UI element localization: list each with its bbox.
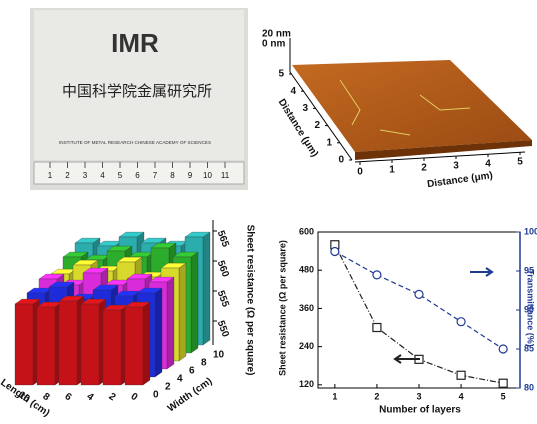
y-tick-label: 0 xyxy=(153,390,159,401)
bar xyxy=(59,301,77,385)
marker xyxy=(457,318,465,326)
y-tick-label: 6 xyxy=(189,366,195,377)
bar xyxy=(81,304,99,385)
afm-z-bottom: 0 nm xyxy=(262,39,285,50)
x-tick-label: 5 xyxy=(501,391,506,401)
y-tick-label: 600 xyxy=(299,226,314,236)
marker xyxy=(499,379,507,387)
series-line xyxy=(335,252,503,350)
y-tick-label: 8 xyxy=(201,358,207,369)
z-tick-label: 555 xyxy=(215,289,231,309)
marker xyxy=(457,371,465,379)
x-tick-label: 1 xyxy=(332,391,337,401)
y-tick-label: 10 xyxy=(213,350,225,361)
bar-side xyxy=(143,302,150,385)
x-tick-label: 4 xyxy=(459,391,464,401)
afm-x-tick-label: 4 xyxy=(485,159,491,170)
bar3d-y-label: Width (cm) xyxy=(166,376,215,415)
afm-x-tick-label: 1 xyxy=(389,165,395,176)
ruler-label: 4 xyxy=(100,171,105,180)
afm-x-tick-label: 2 xyxy=(421,163,427,174)
y-tick-label: 240 xyxy=(299,341,314,351)
bar xyxy=(37,307,55,385)
y2-axis-title: Transmittance (%) xyxy=(526,269,536,347)
afm-x-label: Distance (μm) xyxy=(427,170,494,190)
z-tick-label: 550 xyxy=(215,319,231,339)
afm-y-label: Distance (μm) xyxy=(276,97,320,159)
ruler-label: 9 xyxy=(188,171,193,180)
bar xyxy=(15,304,33,385)
marker xyxy=(373,324,381,332)
afm-y-tick-label: 1 xyxy=(326,137,332,148)
afm-x-tick-label: 5 xyxy=(517,157,523,168)
ruler-label: 3 xyxy=(83,171,88,180)
y-tick-label: 480 xyxy=(299,265,314,275)
x-tick-label: 3 xyxy=(416,391,421,401)
ruler-label: 10 xyxy=(203,171,212,180)
bar-side xyxy=(203,232,210,345)
marker xyxy=(331,248,339,256)
institute-name-en: INSTITUTE OF METAL RESEARCH CHINESE ACAD… xyxy=(59,140,211,145)
afm-x-tick-label: 3 xyxy=(453,161,459,172)
y-tick-label: 4 xyxy=(177,374,183,385)
x-tick-label: 8 xyxy=(40,391,51,403)
ruler-label: 1 xyxy=(48,171,53,180)
marker xyxy=(415,290,423,298)
bar xyxy=(103,310,121,385)
x-axis-title: Number of layers xyxy=(379,405,461,416)
bar-side xyxy=(167,277,174,369)
bar-side xyxy=(179,263,186,361)
bar-side xyxy=(155,288,162,377)
x-tick-label: 0 xyxy=(128,391,139,403)
x-tick-label: 2 xyxy=(106,391,117,403)
afm-y-tick-label: 3 xyxy=(302,103,308,114)
figure: IMR 中国科学院金属研究所 INSTITUTE OF METAL RESEAR… xyxy=(0,0,537,419)
ruler-label: 8 xyxy=(170,171,175,180)
y2-tick-label: 100 xyxy=(524,226,537,236)
y-axis-title: Sheet resistance (Ω per square) xyxy=(277,240,287,376)
z-tick-label: 565 xyxy=(215,229,231,249)
afm-y-tick-label: 2 xyxy=(314,120,320,131)
bar3d-z-label: Sheet resistance (Ω per square) xyxy=(244,225,255,376)
logo: IMR xyxy=(111,28,159,58)
bar xyxy=(125,307,143,385)
ruler-label: 5 xyxy=(118,171,123,180)
y-tick-label: 2 xyxy=(165,382,171,393)
afm-y-tick-label: 0 xyxy=(338,155,344,166)
x-tick-label: 2 xyxy=(374,391,379,401)
y-tick-label: 120 xyxy=(299,379,314,389)
bar-side xyxy=(191,252,198,353)
marker xyxy=(499,345,507,353)
y2-tick-label: 80 xyxy=(524,382,534,392)
arrow-right xyxy=(470,268,492,276)
ruler-label: 11 xyxy=(221,171,230,180)
ruler-label: 6 xyxy=(135,171,140,180)
marker xyxy=(373,271,381,279)
afm-y-tick-label: 4 xyxy=(290,86,296,97)
institute-name-cn: 中国科学院金属研究所 xyxy=(62,82,212,100)
plot-frame xyxy=(318,232,520,388)
ruler-label: 7 xyxy=(153,171,158,180)
page: { "photo": { "logo": "IMR", "name_cn": "… xyxy=(0,0,537,424)
z-tick-label: 560 xyxy=(215,259,231,279)
x-tick-label: 4 xyxy=(84,391,95,403)
ruler-label: 2 xyxy=(65,171,70,180)
afm-y-tick-label: 5 xyxy=(278,69,284,80)
x-tick-label: 6 xyxy=(62,391,73,403)
y-tick-label: 360 xyxy=(299,303,314,313)
afm-x-tick-label: 0 xyxy=(357,167,363,178)
